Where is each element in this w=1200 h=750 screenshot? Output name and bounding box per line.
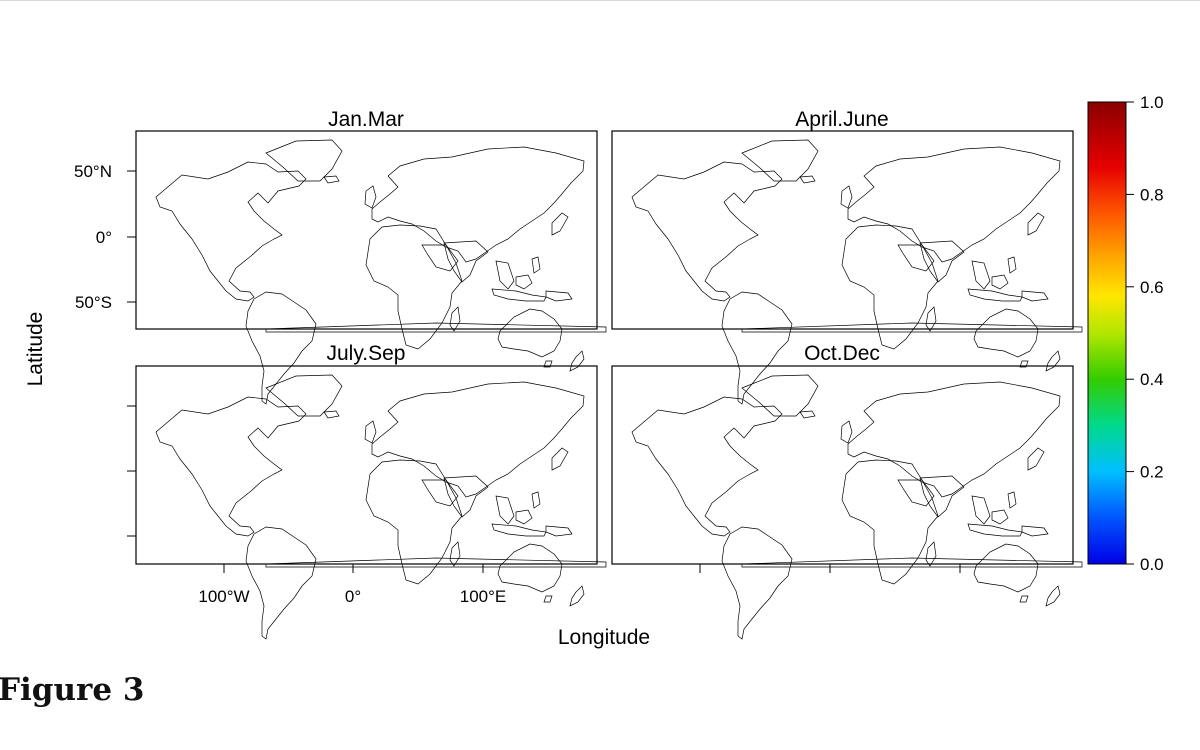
panel-title-oct-dec: Oct.Dec [804,342,880,365]
x-axis [223,564,961,573]
top-rule [0,0,1200,1]
x-tick-label-100e: 100°E [460,587,507,606]
colorbar-tick-2: 0.4 [1140,370,1164,389]
x-tick-label-0: 0° [345,587,361,606]
colorbar-tick-4: 0.8 [1140,185,1164,204]
y-axis-label: Latitude [24,312,47,387]
y-tick-label-50s: 50°S [75,293,112,312]
panel-title-jan-mar: Jan.Mar [328,108,404,131]
colorbar: 0.0 0.2 0.4 0.6 0.8 1.0 [1087,93,1164,574]
colorbar-tick-1: 0.2 [1140,463,1164,482]
y-tick-label-0: 0° [96,228,112,247]
x-axis-label: Longitude [558,626,650,649]
y-tick-label-50n: 50°N [74,162,112,181]
figure-label: Figure 3 [0,672,145,708]
panel-title-april-june: April.June [795,108,888,131]
panel-title-july-sep: July.Sep [327,342,406,365]
y-axis [127,170,136,537]
x-tick-label-100w: 100°W [198,587,249,606]
colorbar-tick-3: 0.6 [1140,278,1164,297]
colorbar-tick-5: 1.0 [1140,93,1164,112]
map-panel-oct-dec [611,365,1083,640]
colorbar-tick-0: 0.0 [1140,555,1164,574]
